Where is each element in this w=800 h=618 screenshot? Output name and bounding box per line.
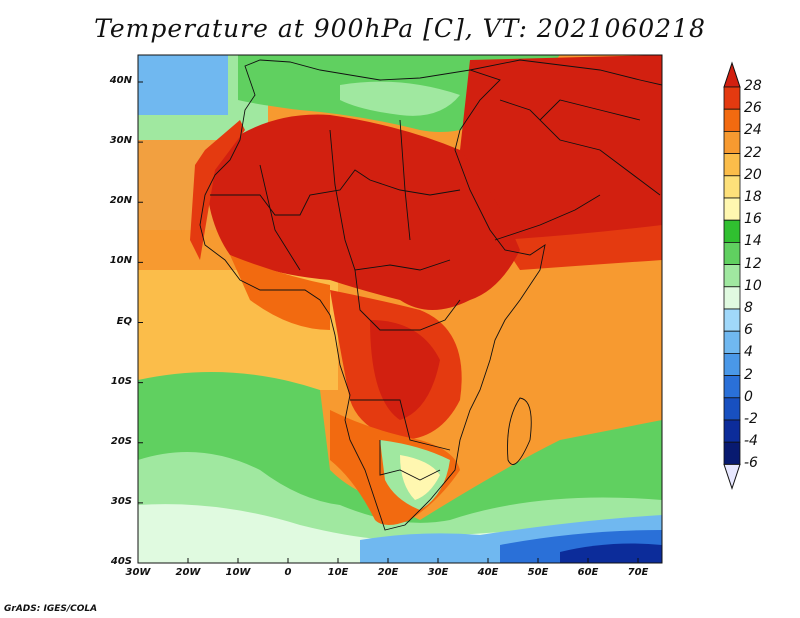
lon-label: 20E [377,567,399,578]
colorbar-level-label: 12 [744,255,762,272]
lat-label: EQ [116,315,132,327]
colorbar-level-label: 0 [744,388,753,405]
colorbar-swatch [723,130,741,154]
colorbar-swatch [723,330,741,354]
colorbar-level-label: 18 [744,189,762,205]
colorbar-swatch [723,308,741,332]
colorbar-level-label: -6 [744,455,758,472]
colorbar-level-label: 10 [744,277,762,294]
colorbar-level-label: 20 [744,166,762,183]
colorbar-top-arrow [723,61,741,88]
lon-label: 30E [427,567,449,578]
plot-frame [137,54,663,564]
colorbar-swatch [723,264,741,288]
colorbar-level-label: 8 [744,300,753,316]
lon-label: 40E [477,567,499,578]
lat-label: 20N [109,195,132,207]
colorbar-swatch [723,86,741,110]
colorbar-swatch [723,375,741,399]
colorbar-level-label: 2 [744,366,753,383]
colorbar-swatch [723,352,741,376]
colorbar-level-label: 22 [744,144,762,161]
colorbar-level-label: 6 [744,322,753,339]
colorbar-swatch [723,175,741,199]
lon-label: 50E [527,567,549,578]
chart-title: Temperature at 900hPa [C], VT: 202106021… [94,14,706,43]
colorbar-swatch [723,197,741,221]
colorbar-level-label: 4 [744,344,753,361]
temperature-field [138,55,662,563]
lon-label: 20W [175,567,201,578]
colorbar-swatch [723,397,741,421]
colorbar-level-label: 24 [744,122,762,139]
lat-label: 10S [110,375,132,387]
lon-label: 30W [125,567,151,578]
lon-label: 0 [284,567,292,578]
credit-text: GrADS: IGES/COLA [4,604,98,614]
colorbar-swatch [723,441,741,465]
colorbar-swatch [723,153,741,177]
colorbar-swatch [723,419,741,443]
colorbar-level-label: 16 [744,211,762,228]
colorbar-level-label: -2 [744,411,758,427]
colorbar-level-label: 26 [744,100,762,117]
lon-label: 10W [225,567,251,578]
lat-label: 40N [109,75,132,86]
lat-label: 30N [109,135,132,147]
lat-label: 40S [110,556,132,567]
colorbar [723,61,741,490]
axis-ticks [137,81,639,564]
lat-label: 20S [110,435,132,447]
colorbar-level-label: 28 [744,78,762,94]
coastlines [199,59,662,531]
colorbar-level-label: -4 [744,433,758,450]
colorbar-swatch [723,286,741,310]
lon-label: 70E [627,567,649,578]
colorbar-swatch [723,108,741,132]
colorbar-swatch [723,219,741,243]
colorbar-level-label: 14 [744,233,762,250]
lon-label: 60E [577,567,599,578]
lon-label: 10E [327,567,349,578]
lat-label: 10N [109,255,132,267]
colorbar-bottom-arrow [723,463,741,490]
colorbar-swatch [723,241,741,265]
lat-label: 30S [110,495,132,507]
